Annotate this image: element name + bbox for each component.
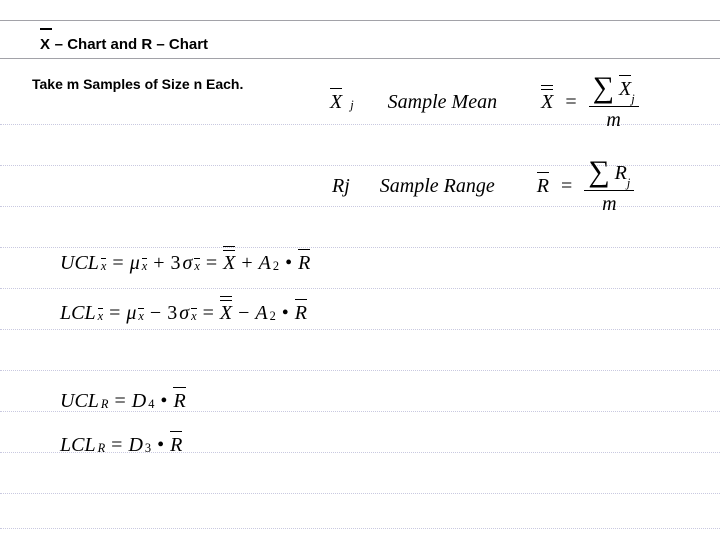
row2-fraction: ∑ Rj m bbox=[584, 158, 634, 215]
xbar-j: X bbox=[330, 91, 342, 114]
lcl-x-formula: LCLx = μx − 3σx = X − A2 • R bbox=[60, 302, 307, 325]
row1-fraction: ∑ Xj m bbox=[589, 74, 639, 131]
lcl-r-formula: LCLR = D3 • R bbox=[60, 434, 182, 457]
title-rest: – Chart and R – Chart bbox=[51, 36, 209, 53]
slide-content: X – Chart and R – Chart Take m Samples o… bbox=[0, 0, 720, 540]
ucl-x-formula: UCLx = μx + 3σx = X + A2 • R bbox=[60, 252, 310, 275]
row1: Xj Sample Mean X = ∑ Xj m bbox=[330, 74, 639, 131]
sample-range-label: Sample Range bbox=[380, 175, 495, 198]
r-bar: R bbox=[537, 175, 549, 198]
x-double-bar: X bbox=[541, 91, 553, 114]
sample-mean-label: Sample Mean bbox=[388, 91, 497, 114]
rj: Rj bbox=[332, 175, 350, 198]
ucl-r-formula: UCLR = D4 • R bbox=[60, 390, 186, 413]
page-title: X – Chart and R – Chart bbox=[40, 36, 208, 53]
row2: Rj Sample Range R = ∑ Rj m bbox=[332, 158, 634, 215]
subtitle: Take m Samples of Size n Each. bbox=[32, 76, 243, 92]
title-xbar: X bbox=[40, 36, 51, 53]
